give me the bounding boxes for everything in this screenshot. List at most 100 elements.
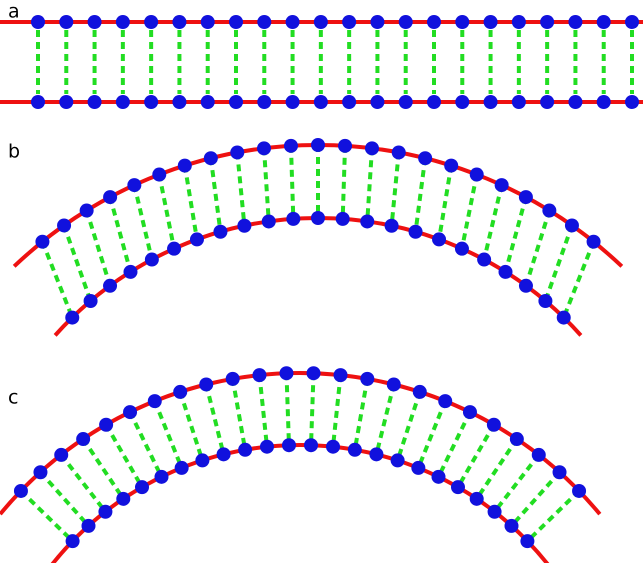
bead	[237, 219, 251, 233]
bead	[553, 465, 567, 479]
bead	[76, 432, 90, 446]
link	[159, 175, 174, 249]
bead	[201, 95, 215, 109]
link	[418, 401, 445, 468]
bead	[597, 95, 611, 109]
bead	[88, 95, 102, 109]
link	[462, 175, 477, 249]
bead	[519, 279, 533, 293]
bead	[432, 232, 446, 246]
link	[206, 384, 223, 454]
bead	[148, 394, 162, 408]
bead	[399, 15, 413, 29]
bead	[427, 15, 441, 29]
link	[343, 146, 345, 219]
bead	[470, 492, 484, 506]
bead	[369, 447, 383, 461]
bead	[99, 418, 113, 432]
link	[545, 225, 572, 301]
bead	[178, 159, 192, 173]
bead	[172, 95, 186, 109]
bead	[510, 432, 524, 446]
bead	[123, 405, 137, 419]
bead	[35, 235, 49, 249]
bead	[144, 15, 158, 29]
bead	[175, 461, 189, 475]
bead	[499, 265, 513, 279]
bead	[238, 443, 252, 457]
bead	[144, 95, 158, 109]
bead	[229, 15, 243, 29]
bead	[33, 465, 47, 479]
bead	[80, 204, 94, 218]
bead	[123, 265, 137, 279]
link	[155, 401, 182, 468]
bead	[307, 366, 321, 380]
bead	[257, 141, 271, 155]
link	[484, 185, 502, 259]
bead	[201, 15, 215, 29]
bead	[540, 95, 554, 109]
bead	[338, 139, 352, 153]
link	[367, 148, 372, 221]
link	[259, 375, 266, 447]
bead	[88, 15, 102, 29]
bead	[520, 534, 534, 548]
bead	[173, 385, 187, 399]
panel-label: c	[8, 387, 18, 409]
link	[376, 384, 393, 454]
bead	[455, 15, 469, 29]
bead	[411, 461, 425, 475]
bead	[311, 211, 325, 225]
bead	[195, 453, 209, 467]
bead	[365, 141, 379, 155]
bead	[260, 440, 274, 454]
figure: a b c	[0, 0, 643, 563]
bead	[167, 242, 181, 256]
bead	[597, 15, 611, 29]
bead	[572, 484, 586, 498]
link	[527, 491, 579, 541]
link	[134, 185, 152, 259]
bead	[557, 311, 571, 325]
panel-label: a	[8, 1, 20, 23]
bead	[127, 178, 141, 192]
bead	[172, 15, 186, 29]
bead	[84, 294, 98, 308]
bead	[116, 15, 130, 29]
panel-label: b	[8, 141, 20, 163]
bead	[455, 242, 469, 256]
bead	[31, 95, 45, 109]
bead	[342, 15, 356, 29]
bead	[116, 95, 130, 109]
bead	[432, 470, 446, 484]
bead	[304, 438, 318, 452]
bead	[54, 448, 68, 462]
bead	[568, 15, 582, 29]
bead	[213, 225, 227, 239]
bead	[204, 151, 218, 165]
link	[130, 412, 161, 477]
bead	[568, 95, 582, 109]
bead	[495, 178, 509, 192]
link	[564, 242, 594, 318]
bead	[190, 232, 204, 246]
bead	[370, 95, 384, 109]
bead	[399, 95, 413, 109]
bead	[59, 95, 73, 109]
bead	[326, 440, 340, 454]
bead	[336, 212, 350, 226]
link	[233, 379, 245, 450]
bead	[487, 418, 501, 432]
bead	[542, 204, 556, 218]
bead	[252, 368, 266, 382]
bead	[116, 492, 130, 506]
link	[439, 412, 470, 477]
link	[333, 375, 340, 447]
bead	[519, 190, 533, 204]
link	[64, 225, 91, 301]
bead	[145, 253, 159, 267]
bead	[262, 214, 276, 228]
link	[237, 152, 244, 225]
link	[398, 392, 420, 461]
